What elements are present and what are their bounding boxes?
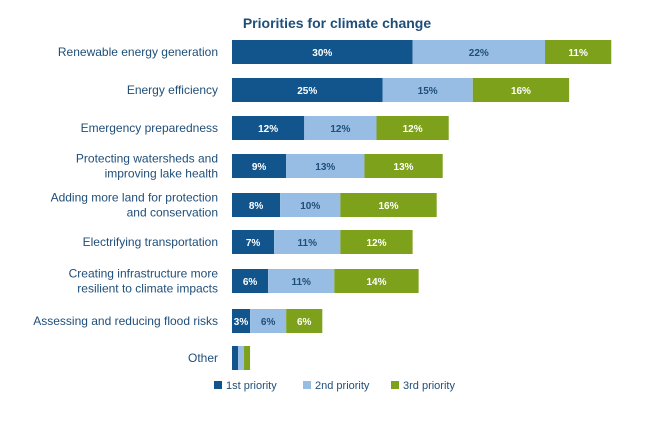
category-label: Adding more land for protection and conse… (51, 191, 218, 220)
bar-segment (268, 269, 335, 293)
legend-swatch (214, 381, 222, 389)
data-label: 22% (469, 48, 489, 59)
data-label: 13% (394, 162, 414, 173)
bar-segment (340, 193, 437, 217)
bar-segment (286, 309, 323, 333)
bar-segment (274, 230, 341, 254)
bar-segment (376, 116, 449, 140)
data-label: 16% (511, 86, 531, 97)
data-label: 9% (252, 162, 267, 173)
category-labels: Renewable energy generation Energy effici… (33, 45, 218, 365)
bar-segment (382, 78, 473, 102)
data-label: 7% (246, 238, 261, 249)
data-label: 12% (258, 124, 278, 135)
bar-segment (232, 346, 239, 370)
data-label: 14% (366, 277, 386, 288)
legend: 1st priority 2nd priority 3rd priority (214, 380, 455, 392)
legend-label: 1st priority (226, 380, 277, 392)
category-label: Other (188, 351, 218, 365)
category-label: Energy efficiency (127, 83, 218, 97)
bar-segment (232, 193, 281, 217)
bar-segment (232, 269, 269, 293)
legend-swatch (303, 381, 311, 389)
data-label: 6% (297, 317, 312, 328)
data-label: 12% (366, 238, 386, 249)
data-label: 11% (568, 48, 588, 59)
bar-segment (545, 40, 612, 64)
bar-segment (304, 116, 377, 140)
bar-segment (334, 269, 419, 293)
bar-segment (412, 40, 546, 64)
data-label: 16% (379, 201, 399, 212)
category-label: Renewable energy generation (58, 45, 218, 59)
bar-segment (238, 346, 245, 370)
chart-title: Priorities for climate change (243, 15, 431, 31)
bar-segment (232, 154, 287, 178)
legend-label: 3rd priority (403, 380, 455, 392)
data-label: 13% (315, 162, 335, 173)
category-label: Emergency preparedness (81, 121, 218, 135)
bar-segment (232, 230, 275, 254)
bar-segment (232, 78, 383, 102)
bar-segment (364, 154, 443, 178)
legend-swatch (391, 381, 399, 389)
bar-segment (286, 154, 365, 178)
bar-segment (232, 40, 413, 64)
data-label: 12% (403, 124, 423, 135)
bars: 30% 22% 11% 25% 15% 16% 12% 12% 12% 9% 13% 13% 8% 10%… (232, 40, 612, 370)
data-label: 25% (297, 86, 317, 97)
legend-label: 2nd priority (315, 380, 370, 392)
bar-segment (250, 309, 287, 333)
data-label: 12% (330, 124, 350, 135)
data-label: 6% (243, 277, 258, 288)
data-label: 6% (261, 317, 276, 328)
category-label: Assessing and reducing flood risks (33, 314, 218, 328)
data-label: 10% (300, 201, 320, 212)
data-label: 3% (234, 317, 249, 328)
data-label: 15% (418, 86, 438, 97)
category-label: Electrifying transportation (83, 235, 218, 249)
data-label: 8% (249, 201, 264, 212)
bar-segment (232, 116, 305, 140)
bar-segment (232, 309, 251, 333)
bar-segment (340, 230, 413, 254)
bar-segment (244, 346, 251, 370)
category-label: Creating infrastructure more resilient to… (69, 267, 219, 296)
data-label: 11% (298, 238, 318, 249)
bar-segment (472, 78, 570, 102)
bar-segment (280, 193, 341, 217)
data-label: 30% (312, 48, 332, 59)
data-label: 11% (291, 277, 311, 288)
category-label: Protecting watersheds and improving lake … (76, 152, 218, 181)
